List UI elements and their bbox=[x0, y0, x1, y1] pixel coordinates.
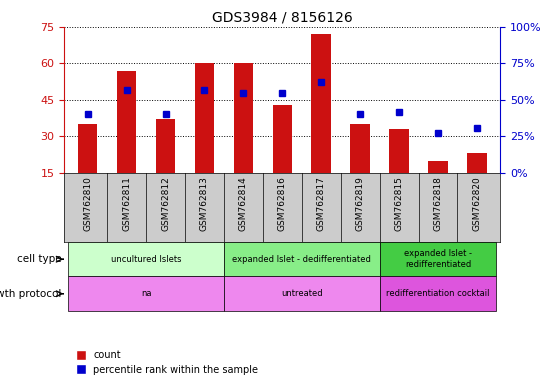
Bar bbox=[380, 276, 496, 311]
Bar bbox=[68, 276, 224, 311]
Text: GSM762814: GSM762814 bbox=[239, 176, 248, 231]
Bar bbox=[195, 63, 214, 173]
Bar bbox=[234, 63, 253, 173]
Bar bbox=[311, 34, 331, 173]
Text: GSM762819: GSM762819 bbox=[356, 176, 364, 231]
Bar bbox=[68, 242, 224, 276]
Text: expanded Islet - dedifferentiated: expanded Islet - dedifferentiated bbox=[233, 255, 371, 264]
Bar bbox=[350, 124, 370, 173]
Bar bbox=[390, 129, 409, 173]
Text: GSM762811: GSM762811 bbox=[122, 176, 131, 231]
Bar bbox=[117, 71, 136, 173]
Title: GDS3984 / 8156126: GDS3984 / 8156126 bbox=[212, 10, 353, 24]
Text: uncultured Islets: uncultured Islets bbox=[111, 255, 181, 264]
Bar bbox=[467, 153, 487, 173]
Text: na: na bbox=[141, 289, 151, 298]
Text: GSM762816: GSM762816 bbox=[278, 176, 287, 231]
Bar bbox=[380, 242, 496, 276]
Text: untreated: untreated bbox=[281, 289, 323, 298]
Text: redifferentiation cocktail: redifferentiation cocktail bbox=[386, 289, 490, 298]
Text: GSM762810: GSM762810 bbox=[83, 176, 92, 231]
Text: GSM762813: GSM762813 bbox=[200, 176, 209, 231]
Text: GSM762815: GSM762815 bbox=[395, 176, 404, 231]
Legend: count, percentile rank within the sample: count, percentile rank within the sample bbox=[72, 346, 262, 379]
Text: GSM762812: GSM762812 bbox=[161, 176, 170, 231]
Text: GSM762817: GSM762817 bbox=[317, 176, 326, 231]
Text: GSM762820: GSM762820 bbox=[472, 176, 481, 231]
Bar bbox=[224, 276, 380, 311]
Bar bbox=[273, 105, 292, 173]
Text: cell type: cell type bbox=[17, 254, 61, 264]
Bar bbox=[428, 161, 448, 173]
Text: GSM762818: GSM762818 bbox=[434, 176, 443, 231]
Bar bbox=[156, 119, 175, 173]
Text: growth protocol: growth protocol bbox=[0, 289, 61, 299]
Bar bbox=[224, 242, 380, 276]
Bar bbox=[78, 124, 97, 173]
Text: expanded Islet -
redifferentiated: expanded Islet - redifferentiated bbox=[404, 250, 472, 269]
